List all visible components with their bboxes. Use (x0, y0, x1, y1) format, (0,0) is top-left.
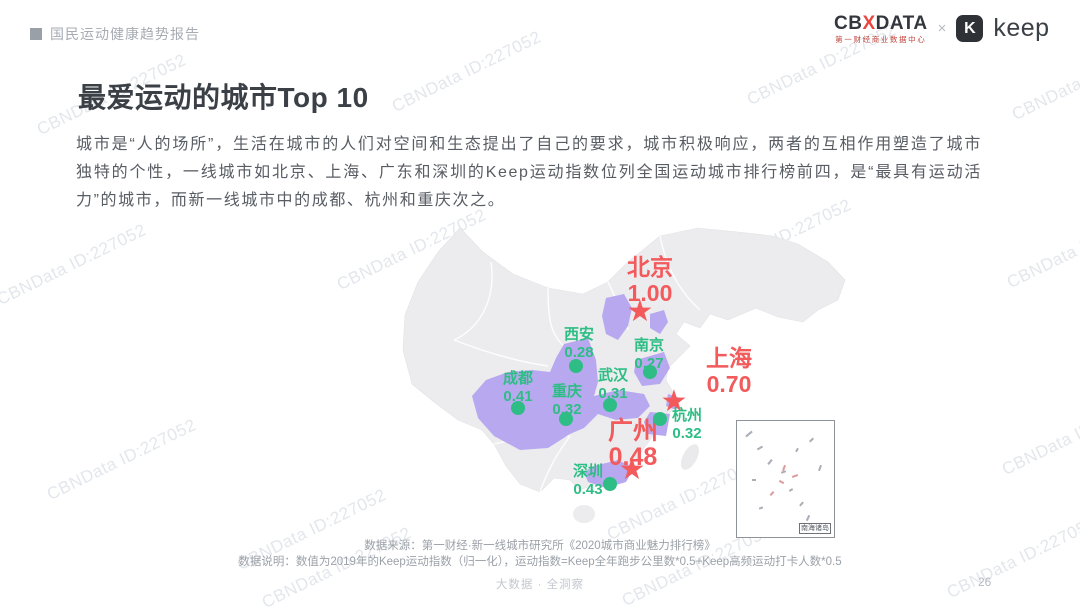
report-header: 国民运动健康趋势报告 (30, 24, 200, 44)
watermark: CBNData ID:227052 (998, 390, 1080, 479)
inset-map-label: 南海诸岛 (799, 523, 831, 534)
shenzhen-dot-marker (603, 477, 617, 491)
cbndata-subtitle: 第一财经商业数据中心 (835, 35, 927, 44)
hainan-island (573, 505, 595, 523)
page-title: 最爱运动的城市Top 10 (78, 82, 369, 113)
city-label-chongqing: 重庆 0.32 (551, 383, 582, 418)
body-paragraph: 城市是“人的场所”，生活在城市的人们对空间和生态提出了自己的要求，城市积极响应，… (76, 136, 982, 209)
city-label-guangzhou: 广州 0.48 (607, 417, 658, 471)
province-highlight-shanghai (666, 394, 680, 410)
chongqing-dot-marker (559, 412, 573, 426)
taiwan-island (680, 444, 700, 470)
shanghai-star-marker: ★ (660, 384, 688, 419)
keep-wordmark: keep (993, 14, 1050, 43)
page-number: 26 (978, 575, 992, 589)
watermark: CBNData ID:227052 (388, 27, 545, 116)
watermark: CBNData ID:227052 (1003, 203, 1080, 292)
section-marker-icon (30, 28, 42, 40)
brand-logos: CBXDATA 第一财经商业数据中心 × K keep (834, 14, 1050, 44)
city-label-beijing: 北京 1.00 (627, 254, 673, 306)
keep-monogram-icon: K (956, 15, 984, 43)
cbndata-x-icon: X (862, 13, 876, 34)
city-label-chengdu: 成都 0.41 (502, 370, 533, 405)
city-label-shenzhen: 深圳 0.43 (572, 463, 603, 498)
hangzhou-dot-marker (653, 412, 667, 426)
chengdu-dot-marker (511, 401, 525, 415)
watermark: CBNData ID:227052 (1008, 35, 1080, 124)
cbndata-logo: CBXDATA 第一财经商业数据中心 (834, 14, 928, 44)
nanjing-dot-marker (643, 365, 657, 379)
cbndata-wordmark: CBXDATA (834, 13, 928, 34)
province-highlight-tianjin (650, 310, 668, 334)
logo-separator: × (937, 20, 947, 38)
footer-slogan: 大数据 · 全洞察 (495, 579, 585, 591)
province-highlight-beijing (602, 294, 632, 340)
city-label-nanjing: 南京 0.27 (633, 337, 664, 372)
city-label-shanghai: 上海 0.70 (706, 345, 752, 397)
data-note-line: 数据说明：数值为2019年的Keep运动指数（归一化），运动指数=Keep全年跑… (238, 556, 842, 568)
beijing-star-marker: ★ (626, 294, 654, 329)
xian-dot-marker (569, 359, 583, 373)
data-source-line: 数据来源：第一财经·新一线城市研究所《2020城市商业魅力排行榜》 (364, 540, 716, 552)
south-china-sea-inset-map: 南海诸岛 (736, 420, 835, 538)
province-highlight-guangdong (584, 460, 634, 488)
wuhan-dot-marker (603, 398, 617, 412)
city-label-wuhan: 武汉 0.31 (597, 367, 628, 402)
watermark: CBNData ID:227052 (0, 220, 150, 309)
city-label-xian: 西安 0.28 (563, 326, 594, 361)
watermark: CBNData ID:227052 (43, 415, 200, 504)
city-label-hangzhou: 杭州 0.32 (671, 407, 702, 442)
province-highlight-central-cluster (472, 338, 650, 450)
data-footnote: 数据来源：第一财经·新一线城市研究所《2020城市商业魅力排行榜》 数据说明：数… (0, 538, 1080, 570)
report-title: 国民运动健康趋势报告 (50, 26, 200, 42)
guangzhou-star-marker: ★ (618, 452, 646, 487)
